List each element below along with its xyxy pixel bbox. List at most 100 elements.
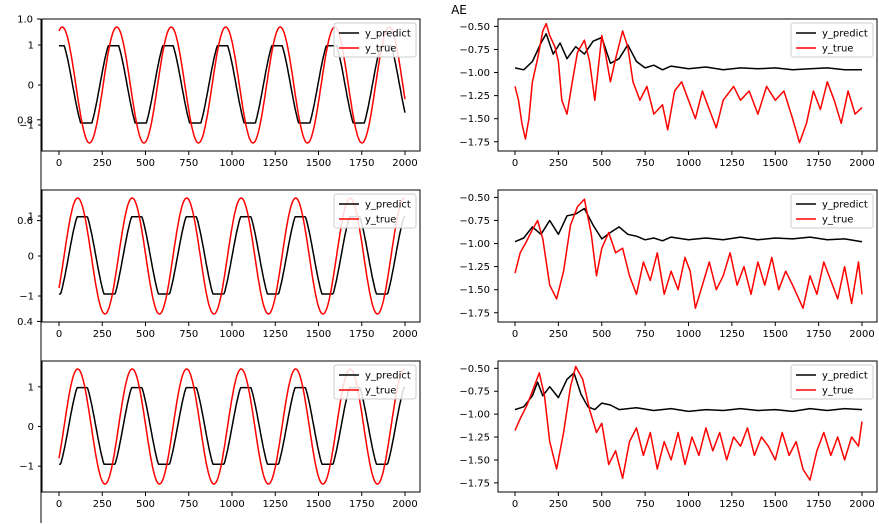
y-tick-label: 0 bbox=[28, 81, 34, 92]
series-line-y_true bbox=[514, 22, 863, 144]
x-tick-label: 250 bbox=[93, 499, 112, 510]
x-tick-label: 2000 bbox=[392, 158, 417, 169]
x-tick-label: 250 bbox=[549, 158, 568, 169]
x-tick-label: 250 bbox=[549, 499, 568, 510]
x-tick-label: 0 bbox=[56, 499, 62, 510]
subplot-4: 0 250 500 750 1000 1250 1500 1750 2000 −1.75 −1.50… bbox=[459, 18, 878, 169]
x-tick-label: 1250 bbox=[263, 499, 288, 510]
y-tick-label: 0 bbox=[28, 422, 34, 433]
series-line-y_true bbox=[58, 26, 406, 144]
legend-label-y_predict: y_predict bbox=[365, 200, 411, 211]
x-tick-label: 0 bbox=[512, 158, 518, 169]
subplot-3: 0 250 500 750 1000 1250 1500 1750 2000 −1 0 1 y_pred… bbox=[19, 360, 421, 510]
y-tick-label: −1.00 bbox=[459, 410, 490, 421]
y-tick-label: −1.50 bbox=[459, 285, 490, 296]
x-tick-label: 750 bbox=[179, 158, 198, 169]
y-tick-label: −0.75 bbox=[459, 216, 490, 227]
x-tick-label: 2000 bbox=[849, 499, 874, 510]
subplot-5: 0 250 500 750 1000 1250 1500 1750 2000 −1.75 −1.50… bbox=[459, 189, 878, 340]
legend-label-y_true: y_true bbox=[822, 215, 853, 226]
y-tick-label: −1.00 bbox=[459, 68, 490, 79]
x-tick-label: 1500 bbox=[763, 499, 788, 510]
y-tick-label: −0.75 bbox=[459, 45, 490, 56]
outer-tick-label: 0.6 bbox=[17, 216, 33, 227]
x-tick-label: 1750 bbox=[349, 158, 374, 169]
x-tick-label: 1250 bbox=[719, 499, 744, 510]
x-tick-label: 1000 bbox=[676, 158, 701, 169]
series-line-y_true bbox=[514, 365, 863, 481]
legend-label-y_predict: y_predict bbox=[822, 200, 868, 211]
y-tick-label: −1.75 bbox=[459, 308, 490, 319]
x-tick-label: 2000 bbox=[392, 499, 417, 510]
legend: y_predict y_true bbox=[790, 193, 874, 229]
x-tick-label: 2000 bbox=[392, 329, 417, 340]
x-tick-label: 1500 bbox=[306, 158, 331, 169]
x-tick-label: 1500 bbox=[306, 329, 331, 340]
y-tick-label: −1.75 bbox=[459, 137, 490, 148]
x-tick-label: 500 bbox=[136, 158, 155, 169]
outer-y-axis: 0.4 0.6 0.8 1.0 bbox=[17, 15, 42, 523]
legend-label-y_predict: y_predict bbox=[822, 371, 868, 382]
x-tick-label: 1250 bbox=[719, 158, 744, 169]
x-tick-label: 2000 bbox=[849, 158, 874, 169]
y-tick-label: 0 bbox=[28, 252, 34, 263]
legend: y_predict y_true bbox=[790, 22, 874, 58]
x-tick-label: 0 bbox=[56, 158, 62, 169]
y-tick-label: −1.25 bbox=[459, 433, 490, 444]
figure-title: AE bbox=[451, 3, 467, 17]
x-tick-label: 2000 bbox=[849, 329, 874, 340]
y-tick-label: −1 bbox=[19, 292, 34, 303]
y-tick-label: −1 bbox=[19, 462, 34, 473]
x-tick-label: 1250 bbox=[263, 158, 288, 169]
legend-label-y_true: y_true bbox=[365, 44, 396, 55]
y-tick-label: −1 bbox=[19, 121, 34, 132]
y-tick-label: −0.50 bbox=[459, 193, 490, 204]
x-tick-label: 750 bbox=[179, 499, 198, 510]
x-tick-label: 1750 bbox=[806, 158, 831, 169]
series-line-y_true bbox=[514, 198, 863, 309]
legend-label-y_predict: y_predict bbox=[822, 29, 868, 40]
axes-frame bbox=[497, 189, 878, 323]
subplot-grid: 0 250 500 750 1000 1250 1500 1750 2000 −1 0 1 y_pred… bbox=[19, 18, 878, 510]
y-tick-label: −0.50 bbox=[459, 22, 490, 33]
x-tick-label: 1000 bbox=[676, 499, 701, 510]
x-tick-label: 500 bbox=[592, 499, 611, 510]
x-tick-label: 500 bbox=[136, 499, 155, 510]
legend-label-y_true: y_true bbox=[822, 386, 853, 397]
x-tick-label: 1000 bbox=[219, 329, 244, 340]
x-tick-label: 1000 bbox=[219, 158, 244, 169]
series-line-y_predict bbox=[514, 33, 862, 71]
x-tick-label: 1500 bbox=[763, 329, 788, 340]
legend: y_predict y_true bbox=[790, 364, 874, 400]
x-tick-label: 750 bbox=[636, 158, 655, 169]
y-tick-label: −0.75 bbox=[459, 387, 490, 398]
x-tick-label: 250 bbox=[549, 329, 568, 340]
x-tick-label: 750 bbox=[179, 329, 198, 340]
y-tick-label: −1.00 bbox=[459, 239, 490, 250]
x-tick-label: 250 bbox=[93, 329, 112, 340]
y-tick-label: −1.25 bbox=[459, 262, 490, 273]
x-tick-label: 1500 bbox=[306, 499, 331, 510]
outer-tick-label: 1.0 bbox=[17, 15, 33, 26]
outer-tick-label: 0.8 bbox=[17, 115, 33, 126]
subplot-1: 0 250 500 750 1000 1250 1500 1750 2000 −1 0 1 y_pred… bbox=[19, 18, 421, 169]
x-tick-label: 250 bbox=[93, 158, 112, 169]
legend-label-y_predict: y_predict bbox=[365, 371, 411, 382]
x-tick-label: 1250 bbox=[263, 329, 288, 340]
x-tick-label: 750 bbox=[636, 329, 655, 340]
x-tick-label: 0 bbox=[512, 499, 518, 510]
y-tick-label: 1 bbox=[28, 212, 34, 223]
series-line-y_predict bbox=[59, 45, 406, 124]
legend-label-y_true: y_true bbox=[365, 386, 396, 397]
series-line-y_predict bbox=[514, 372, 863, 413]
axes-frame bbox=[497, 18, 878, 152]
x-tick-label: 750 bbox=[636, 499, 655, 510]
series-line-y_predict bbox=[514, 207, 863, 243]
y-tick-label: −1.50 bbox=[459, 114, 490, 125]
y-tick-label: −1.50 bbox=[459, 455, 490, 466]
x-tick-label: 1000 bbox=[676, 329, 701, 340]
x-tick-label: 1250 bbox=[719, 329, 744, 340]
x-tick-label: 500 bbox=[136, 329, 155, 340]
subplot-2: 0 250 500 750 1000 1250 1500 1750 2000 −1 0 1 y_pred… bbox=[19, 189, 421, 340]
